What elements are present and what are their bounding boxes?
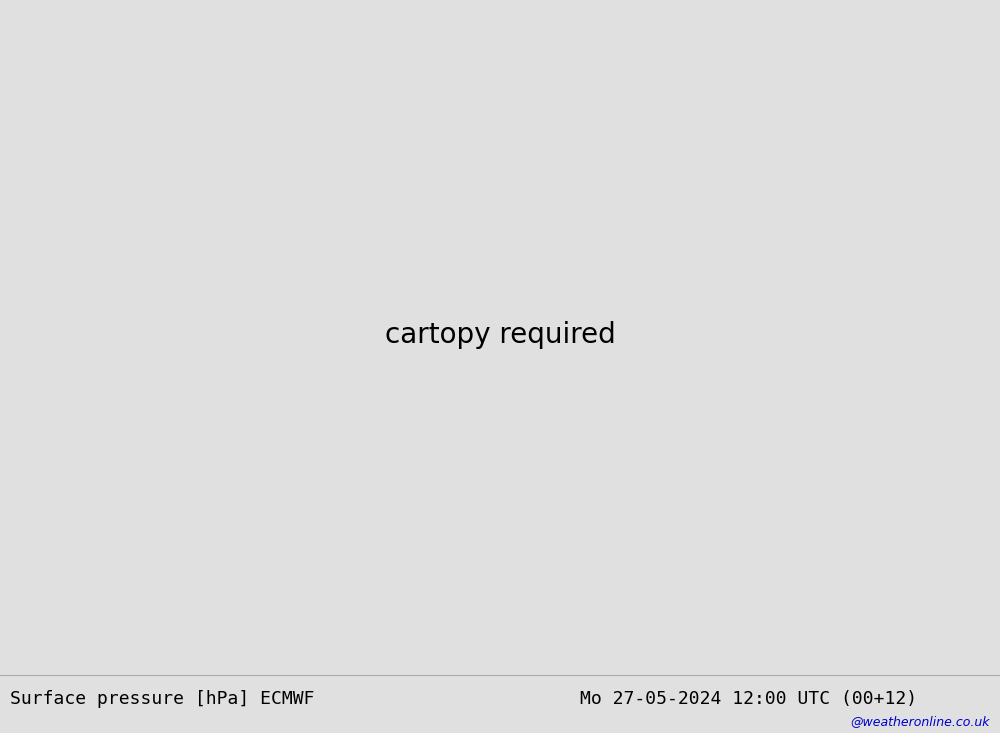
Text: @weatheronline.co.uk: @weatheronline.co.uk	[850, 715, 990, 729]
Text: cartopy required: cartopy required	[385, 321, 615, 350]
Text: Mo 27-05-2024 12:00 UTC (00+12): Mo 27-05-2024 12:00 UTC (00+12)	[580, 690, 917, 708]
Text: Surface pressure [hPa] ECMWF: Surface pressure [hPa] ECMWF	[10, 690, 314, 708]
